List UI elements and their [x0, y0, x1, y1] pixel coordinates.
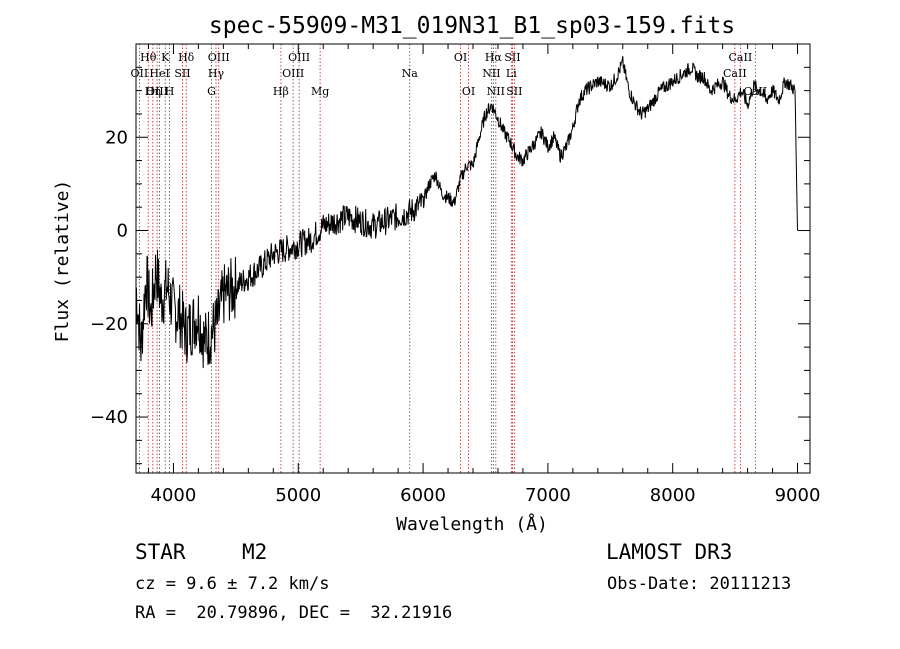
line-label: OIII — [208, 51, 230, 64]
line-label: OIII — [146, 85, 168, 98]
line-label: OI — [454, 51, 467, 64]
x-axis: 4000 5000 6000 7000 8000 9000 — [147, 44, 821, 506]
line-label: NII — [487, 85, 505, 98]
redshift-velocity: cz = 9.6 ± 7.2 km/s — [135, 574, 330, 594]
y-tick-label: −20 — [90, 314, 128, 335]
line-label: OII — [131, 67, 149, 80]
y-tick-label: 0 — [117, 221, 128, 242]
line-label: OI — [462, 85, 475, 98]
line-label: K — [161, 51, 170, 64]
line-label: OIII — [282, 67, 304, 80]
y-tick-label: −40 — [90, 407, 128, 428]
line-label: CaII — [729, 51, 753, 64]
line-label: Mg — [311, 85, 329, 98]
line-label: H — [165, 85, 175, 98]
spectrum-line — [135, 56, 798, 369]
line-label: Hγ — [208, 67, 225, 80]
spectral-class: M2 — [242, 540, 268, 564]
line-label: Hα — [485, 51, 503, 64]
series-layer — [135, 56, 798, 369]
observation-date: Obs-Date: 20111213 — [607, 574, 792, 594]
spectrum-chart: spec-55909-M31_019N31_B1_sp03-159.fits H… — [52, 13, 821, 535]
spectral-line-markers — [138, 44, 756, 473]
line-label: HeI — [149, 67, 169, 80]
x-tick-label: 6000 — [400, 485, 446, 506]
x-tick-label: 7000 — [525, 485, 571, 506]
x-axis-label: Wavelength (Å) — [396, 513, 548, 535]
line-label: Hθ — [140, 51, 157, 64]
object-type: STAR — [135, 540, 186, 564]
y-axis-label: Flux (relative) — [52, 180, 73, 343]
x-tick-label: 5000 — [275, 485, 321, 506]
line-label: CaII — [723, 67, 747, 80]
line-label: SII — [506, 85, 522, 98]
coordinates: RA = 20.79896, DEC = 32.21916 — [135, 603, 453, 623]
line-label: SII — [504, 51, 520, 64]
line-label: Na — [402, 67, 419, 80]
x-tick-label: 9000 — [775, 485, 821, 506]
line-label: G — [207, 85, 216, 98]
y-axis: −40 −20 0 20 — [90, 66, 810, 465]
line-label: SII — [174, 67, 190, 80]
line-label: Li — [506, 67, 517, 80]
line-label: OIII — [288, 51, 310, 64]
x-tick-label: 4000 — [151, 485, 197, 506]
survey-name: LAMOST DR3 — [606, 540, 733, 564]
x-tick-label: 8000 — [650, 485, 696, 506]
chart-title: spec-55909-M31_019N31_B1_sp03-159.fits — [209, 13, 735, 39]
line-label: NII — [482, 67, 500, 80]
spectral-line-labels: HθOIIOIIIHηHeIKHSIIHδGHγOIIIHβOIIIOIIIMg… — [131, 51, 768, 98]
line-label: Hη — [145, 85, 161, 98]
y-tick-label: 20 — [105, 127, 128, 148]
plot-frame — [135, 43, 811, 474]
line-label: Hδ — [178, 51, 195, 64]
line-label: Hβ — [273, 85, 289, 98]
